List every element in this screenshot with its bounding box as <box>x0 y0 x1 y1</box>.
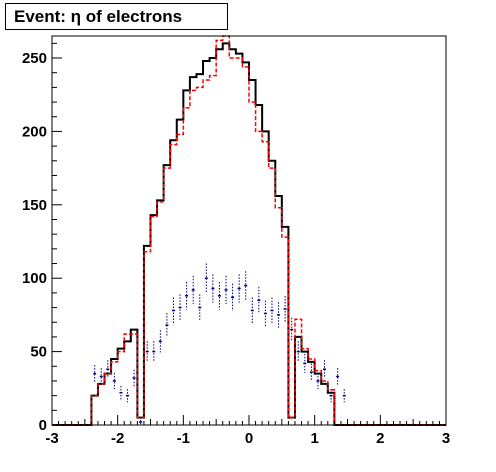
y-tick-label: 200 <box>22 123 47 140</box>
x-tick-label: 3 <box>442 430 450 447</box>
x-tick-label: 0 <box>245 430 253 447</box>
y-tick-label: 0 <box>39 417 47 434</box>
y-tick-label: 50 <box>30 344 47 361</box>
y-tick-label: 150 <box>22 197 47 214</box>
y-tick-label: 250 <box>22 50 47 67</box>
x-tick-label: -2 <box>111 430 124 447</box>
chart-title: Event: η of electrons <box>14 7 183 26</box>
x-tick-label: -3 <box>45 430 58 447</box>
series-1-histogram <box>52 35 446 426</box>
x-tick-label: 1 <box>310 430 318 447</box>
x-tick-label: -1 <box>177 430 190 447</box>
chart-title-box: Event: η of electrons <box>5 3 228 30</box>
y-tick-label: 100 <box>22 270 47 287</box>
x-tick-label: 2 <box>376 430 384 447</box>
